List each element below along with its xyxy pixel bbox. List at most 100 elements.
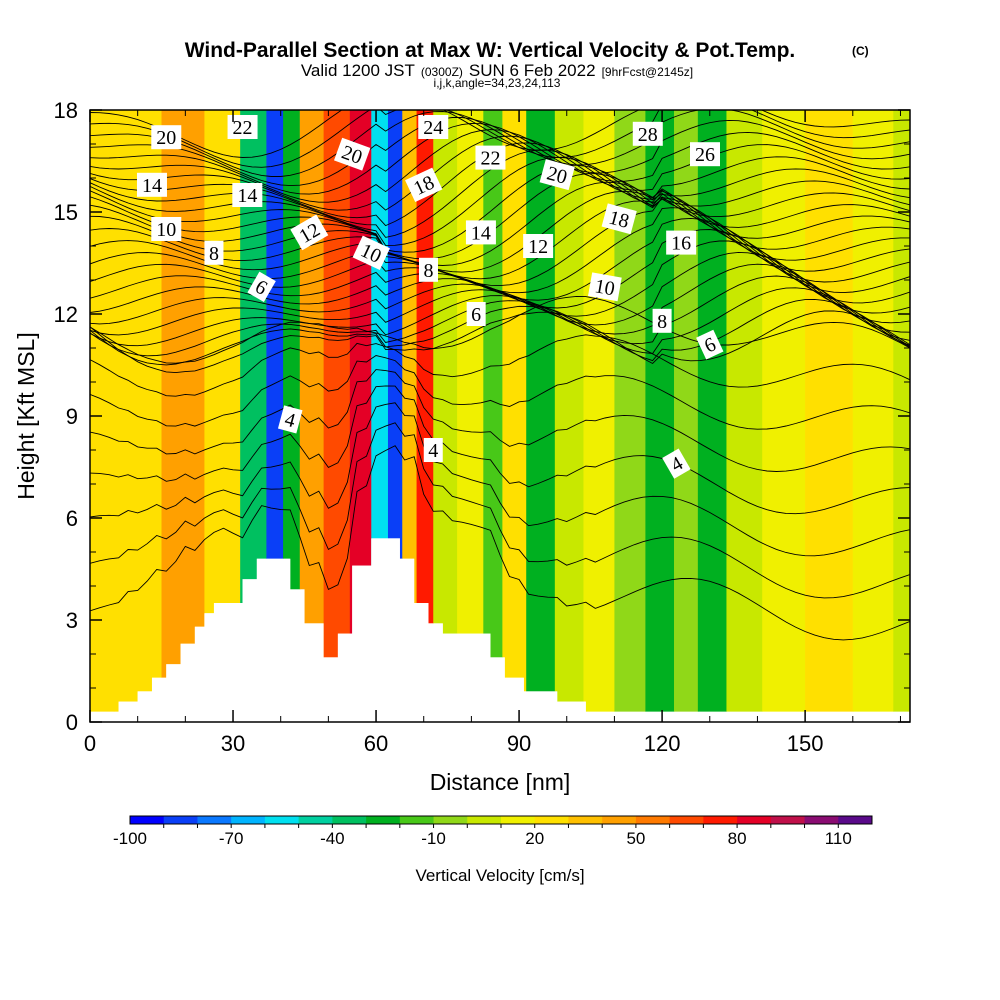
theta-contour — [90, 156, 910, 246]
colorbar-swatch — [366, 816, 401, 824]
svg-text:22: 22 — [480, 148, 500, 170]
svg-text:20: 20 — [156, 127, 176, 149]
velocity-band — [433, 110, 458, 712]
contour-label: 4 — [662, 448, 691, 479]
svg-text:8: 8 — [423, 260, 433, 282]
svg-text:8: 8 — [209, 243, 219, 265]
contour-label: 18 — [601, 203, 637, 235]
colorbar-tick-label: -100 — [113, 829, 147, 848]
y-tick-label: 15 — [54, 200, 78, 225]
theta-contour — [90, 197, 910, 287]
y-tick-label: 12 — [54, 302, 78, 327]
colorbar-tick-label: -40 — [320, 829, 345, 848]
x-tick-label: 60 — [364, 731, 388, 756]
chart-title: Wind-Parallel Section at Max W: Vertical… — [185, 39, 796, 62]
x-tick-label: 150 — [787, 731, 824, 756]
svg-text:4: 4 — [428, 440, 438, 462]
contour-label: 10 — [588, 272, 622, 302]
velocity-band — [554, 110, 585, 712]
colorbar-swatch — [298, 816, 333, 824]
terrain — [90, 538, 910, 722]
svg-text:14: 14 — [142, 175, 162, 197]
colorbar-swatch — [467, 816, 502, 824]
colorbar-swatch — [332, 816, 367, 824]
colorbar-swatch — [737, 816, 772, 824]
velocity-band — [457, 110, 484, 712]
theta-contour — [90, 355, 910, 430]
colorbar-swatch — [770, 816, 806, 824]
theta-contour — [90, 110, 910, 158]
theta-contour — [90, 402, 910, 557]
contour-label: 8 — [418, 257, 438, 282]
colorbar-tick-label: 20 — [525, 829, 544, 848]
theta-contour — [90, 190, 910, 280]
colorbar-swatch — [231, 816, 266, 824]
contour-label: 10 — [151, 217, 182, 241]
contour-label: 22 — [227, 115, 258, 139]
svg-text:6: 6 — [471, 304, 481, 326]
contour-label: 8 — [652, 308, 672, 333]
subtitle-fcst: [9hrFcst@2145z] — [602, 65, 694, 79]
contour-label: 6 — [247, 271, 276, 302]
theta-contour — [90, 287, 910, 357]
theta-contour — [90, 334, 910, 397]
contour-label: 26 — [690, 142, 720, 167]
colorbar-tick-label: -10 — [421, 829, 446, 848]
theta-contour — [90, 122, 910, 195]
contour-label: 24 — [418, 115, 449, 139]
contour-label: 8 — [204, 240, 224, 265]
colorbar-tick-label: 80 — [728, 829, 747, 848]
velocity-band — [483, 110, 503, 712]
x-axis-label: Distance [nm] — [430, 769, 571, 795]
colorbar: -100 -70 -40 -10 20 50 80 110 — [113, 815, 873, 848]
contour-label: 14 — [136, 172, 167, 197]
subtitle-utc: (0300Z) — [421, 65, 463, 79]
theta-contour — [90, 135, 910, 211]
velocity-band — [762, 110, 806, 712]
theta-contour — [90, 110, 910, 168]
contour-label: 6 — [696, 329, 724, 360]
colorbar-tick-label: -70 — [219, 829, 244, 848]
theta-contour — [90, 422, 910, 599]
y-tick-label: 3 — [66, 608, 78, 633]
contour-label: 16 — [666, 230, 697, 255]
contour-label: 14 — [232, 183, 263, 207]
theta-contour — [90, 129, 910, 203]
contour-label: 20 — [151, 125, 182, 150]
velocity-band — [526, 110, 556, 712]
axis-ticks: 0 30 60 90 120 150 0 3 6 9 12 15 18 — [54, 98, 910, 756]
svg-text:10: 10 — [593, 275, 617, 300]
svg-text:14: 14 — [237, 185, 257, 207]
svg-text:12: 12 — [528, 236, 548, 258]
y-tick-label: 9 — [66, 404, 78, 429]
chart-subtitle: Valid 1200 JST (0300Z) SUN 6 Feb 2022 [9hrF… — [301, 61, 693, 80]
colorbar-swatch — [264, 816, 300, 824]
theta-contour — [90, 298, 910, 366]
x-tick-label: 90 — [507, 731, 531, 756]
colorbar-label: Vertical Velocity [cm/s] — [415, 866, 584, 885]
contour-label: 20 — [539, 159, 575, 191]
colorbar-swatch — [602, 816, 637, 824]
svg-text:8: 8 — [657, 311, 667, 333]
theta-contour — [90, 181, 910, 266]
colorbar-swatch — [197, 816, 232, 824]
theta-contour — [90, 217, 910, 304]
colorbar-swatch — [433, 816, 468, 824]
theta-contour — [90, 110, 910, 177]
contour-label: 22 — [475, 145, 506, 170]
velocity-band — [852, 110, 894, 712]
svg-text:26: 26 — [695, 144, 715, 166]
contour-label: 6 — [466, 302, 486, 326]
velocity-band — [113, 110, 163, 712]
svg-text:10: 10 — [156, 219, 176, 241]
theta-contour — [90, 188, 910, 273]
contour-label: 4 — [423, 438, 443, 462]
velocity-band — [805, 110, 854, 712]
velocity-band — [674, 110, 699, 712]
theta-contours — [90, 110, 910, 641]
colorbar-swatch — [399, 816, 435, 824]
colorbar-swatch — [703, 816, 738, 824]
colorbar-swatch — [501, 816, 536, 824]
